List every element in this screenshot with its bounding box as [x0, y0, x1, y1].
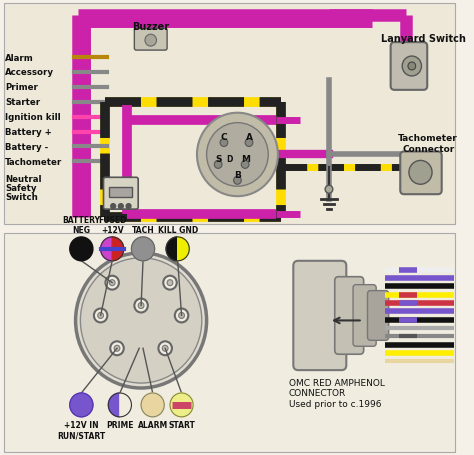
Text: BATTERY
NEG: BATTERY NEG [63, 215, 100, 234]
Circle shape [109, 280, 115, 286]
Circle shape [110, 342, 124, 355]
Text: Tachometer: Tachometer [398, 134, 458, 143]
Circle shape [70, 238, 93, 261]
Text: Starter: Starter [5, 98, 40, 107]
Text: PRIME: PRIME [106, 420, 134, 429]
Circle shape [163, 276, 177, 290]
Text: +12V IN
RUN/START: +12V IN RUN/START [57, 420, 106, 439]
Polygon shape [109, 393, 120, 417]
Text: OMC RED AMPHENOL
CONNECTOR
Used prior to c.1996: OMC RED AMPHENOL CONNECTOR Used prior to… [289, 378, 384, 408]
Circle shape [111, 204, 116, 209]
Circle shape [98, 313, 103, 319]
FancyBboxPatch shape [353, 285, 376, 347]
Polygon shape [178, 238, 189, 261]
Circle shape [81, 258, 202, 383]
FancyBboxPatch shape [103, 178, 138, 210]
Polygon shape [112, 238, 124, 261]
Text: A: A [246, 133, 253, 142]
Text: D: D [227, 155, 233, 163]
Text: START: START [168, 420, 195, 429]
Text: FUSED
+12V: FUSED +12V [98, 215, 127, 234]
Text: Switch: Switch [5, 193, 38, 202]
Text: Battery -: Battery - [5, 143, 48, 152]
Circle shape [162, 345, 168, 351]
FancyBboxPatch shape [335, 277, 364, 354]
FancyBboxPatch shape [4, 233, 455, 452]
Text: Connector: Connector [402, 145, 455, 154]
Text: TACH: TACH [132, 226, 155, 234]
Text: C: C [220, 133, 227, 142]
Circle shape [402, 57, 421, 77]
Circle shape [179, 313, 184, 319]
Circle shape [245, 139, 253, 147]
Circle shape [167, 280, 173, 286]
Text: Ignition kill: Ignition kill [5, 113, 61, 122]
Circle shape [105, 276, 119, 290]
Circle shape [131, 238, 155, 261]
Circle shape [214, 161, 222, 169]
Text: Accessory: Accessory [5, 68, 54, 77]
Text: Alarm: Alarm [5, 53, 34, 62]
Text: Neutral: Neutral [5, 175, 42, 184]
Text: Lanyard Switch: Lanyard Switch [381, 34, 466, 44]
Circle shape [118, 204, 123, 209]
Circle shape [175, 309, 188, 323]
Circle shape [197, 113, 278, 197]
FancyBboxPatch shape [134, 29, 167, 51]
Polygon shape [120, 393, 131, 417]
Circle shape [70, 393, 93, 417]
FancyBboxPatch shape [4, 5, 455, 224]
Text: Battery +: Battery + [5, 128, 52, 137]
Circle shape [170, 393, 193, 417]
FancyBboxPatch shape [391, 43, 427, 91]
Polygon shape [166, 238, 178, 261]
FancyBboxPatch shape [293, 261, 346, 370]
Bar [109, 188, 132, 198]
Circle shape [114, 345, 120, 351]
Circle shape [126, 204, 131, 209]
Circle shape [325, 186, 333, 194]
Circle shape [220, 139, 228, 147]
Text: ALARM: ALARM [137, 420, 168, 429]
Circle shape [207, 123, 268, 187]
Text: Safety: Safety [5, 184, 37, 193]
Text: Tachometer: Tachometer [5, 157, 63, 167]
Circle shape [138, 303, 144, 309]
Circle shape [234, 177, 241, 185]
Circle shape [134, 299, 148, 313]
Circle shape [158, 342, 172, 355]
FancyBboxPatch shape [400, 152, 442, 195]
Circle shape [409, 161, 432, 185]
Polygon shape [100, 238, 112, 261]
Text: KILL GND: KILL GND [157, 226, 198, 234]
Circle shape [141, 393, 164, 417]
Text: Buzzer: Buzzer [132, 22, 169, 32]
Text: M: M [241, 155, 250, 163]
Text: Primer: Primer [5, 83, 38, 92]
Circle shape [75, 253, 207, 388]
Text: B: B [234, 171, 241, 179]
Circle shape [241, 161, 249, 169]
Circle shape [408, 63, 416, 71]
Circle shape [94, 309, 108, 323]
Circle shape [145, 35, 156, 47]
Text: S: S [215, 155, 221, 163]
FancyBboxPatch shape [367, 291, 389, 340]
